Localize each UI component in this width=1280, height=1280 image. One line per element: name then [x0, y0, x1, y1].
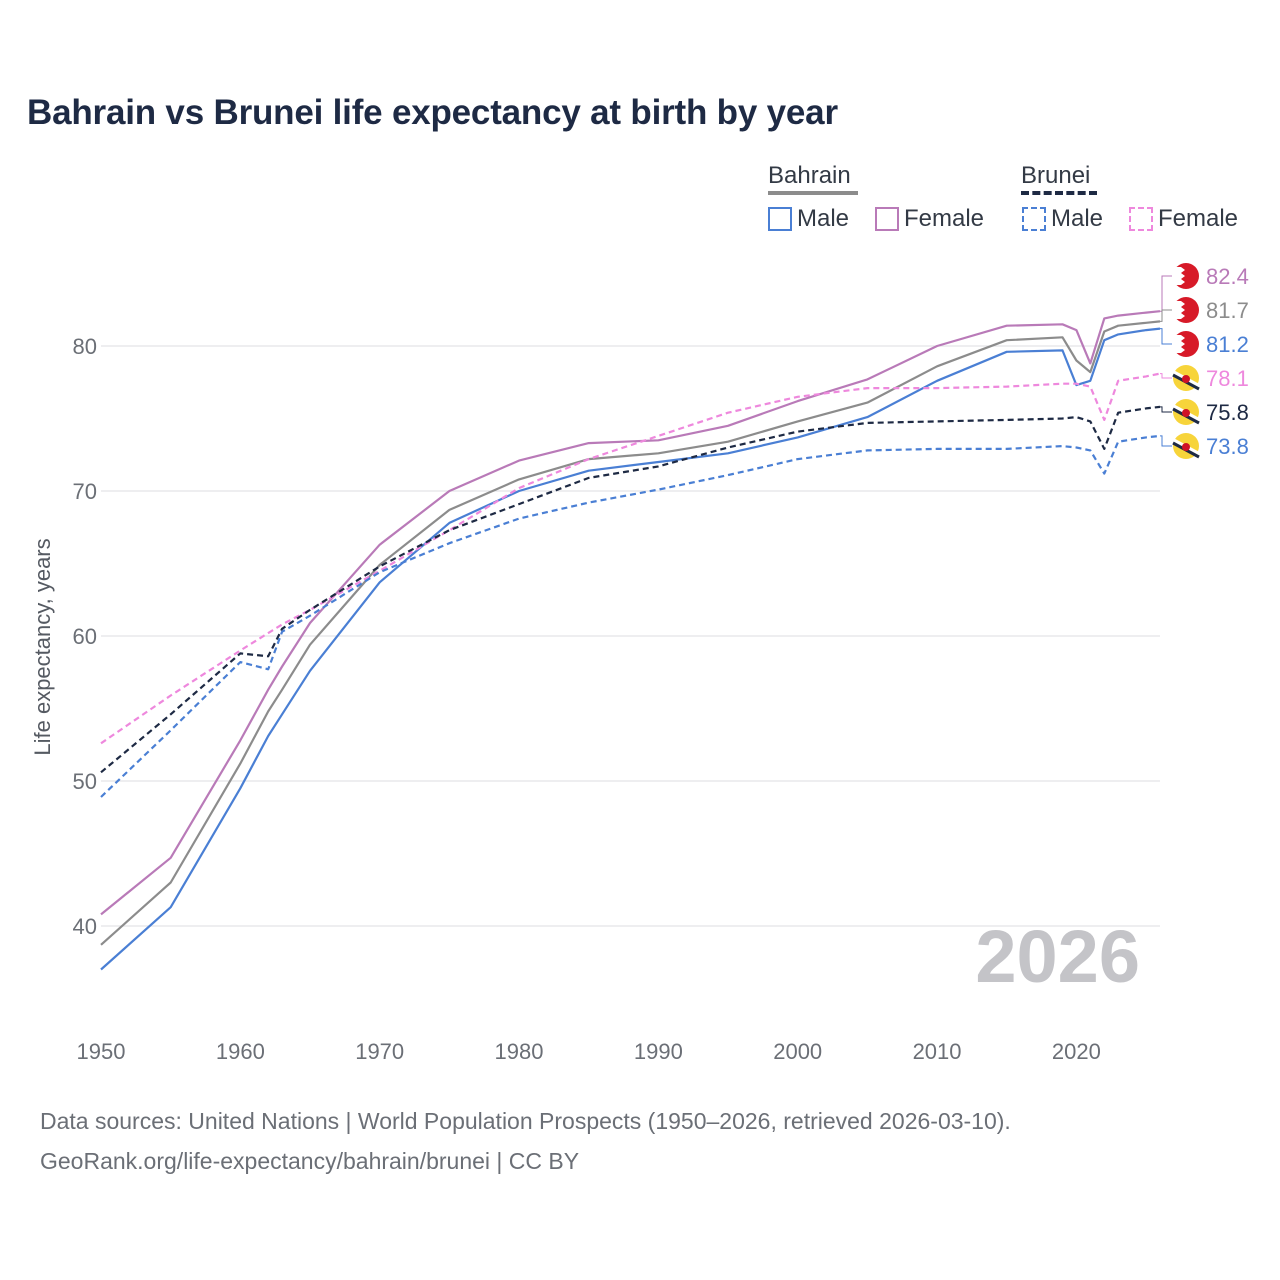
grid-lines: [101, 345, 1160, 927]
end-label-connector: [1160, 435, 1172, 447]
x-tick-label: 1960: [216, 1039, 265, 1064]
bahrain-flag-icon: [1173, 297, 1199, 323]
y-axis-ticks: 40 50 60 70 80: [73, 334, 97, 939]
legend-dashed-line: [1021, 191, 1097, 195]
series-line-brunei-female: [100, 372, 1161, 745]
series-line-brunei-total: [100, 405, 1161, 774]
legend-item-label: Male: [1051, 205, 1104, 232]
legend-item-label: Female: [904, 205, 985, 232]
series-line-brunei-male: [100, 434, 1161, 798]
legend-solid-line: [768, 191, 858, 195]
footer-credit: GeoRank.org/life-expectancy/bahrain/brun…: [40, 1148, 580, 1174]
y-axis-label: Life expectancy, years: [30, 538, 55, 755]
end-label-connector: [1160, 328, 1172, 345]
x-tick-label: 1970: [355, 1039, 404, 1064]
x-tick-label: 1980: [495, 1039, 544, 1064]
series-line-bahrain-female: [100, 310, 1161, 916]
legend-item-bahrain-female: Female: [875, 205, 984, 233]
series-line-bahrain-male: [100, 327, 1161, 971]
y-tick-label: 70: [73, 479, 97, 504]
legend-item-label: Female: [1158, 205, 1239, 232]
legend-group-label: Brunei: [1021, 162, 1091, 189]
series-line-bahrain-total: [100, 320, 1161, 946]
end-value-label: 81.7: [1206, 298, 1249, 323]
end-value-label: 82.4: [1206, 264, 1249, 289]
y-tick-label: 60: [73, 624, 97, 649]
legend-swatch: [768, 207, 792, 231]
series-lines: [100, 310, 1161, 971]
end-label-connector: [1160, 309, 1172, 322]
legend-item-bahrain-male: Male: [768, 205, 849, 233]
legend-swatch: [1129, 207, 1153, 231]
x-tick-label: 2000: [773, 1039, 822, 1064]
footer-sources: Data sources: United Nations | World Pop…: [40, 1108, 1011, 1134]
end-label-connector: [1160, 406, 1172, 413]
legend-group-bahrain: Bahrain: [768, 162, 858, 195]
bahrain-flag-icon: [1173, 331, 1199, 357]
y-tick-label: 40: [73, 914, 97, 939]
end-label-connector: [1160, 373, 1172, 379]
end-value-label: 73.8: [1206, 434, 1249, 459]
x-tick-label: 1950: [77, 1039, 126, 1064]
x-tick-label: 1990: [634, 1039, 683, 1064]
line-chart: 40 50 60 70 80 1950 1960 1970 1980 1990 2000 2010 2…: [30, 263, 1249, 1064]
legend-swatch: [1022, 207, 1046, 231]
brunei-flag-icon: [1172, 399, 1200, 425]
legend-group-brunei: Brunei: [1021, 162, 1097, 195]
x-axis-ticks: 1950 1960 1970 1980 1990 2000 2010 2020: [77, 1039, 1101, 1064]
year-watermark: 2026: [975, 915, 1140, 998]
legend-item-label: Male: [797, 205, 850, 232]
end-value-label: 78.1: [1206, 366, 1249, 391]
y-tick-label: 80: [73, 334, 97, 359]
end-value-label: 75.8: [1206, 400, 1249, 425]
bahrain-flag-icon: [1173, 263, 1199, 289]
legend-item-brunei-male: Male: [1022, 205, 1103, 233]
x-tick-label: 2020: [1052, 1039, 1101, 1064]
legend-group-label: Bahrain: [768, 162, 851, 189]
chart-title: Bahrain vs Brunei life expectancy at bir…: [27, 93, 838, 132]
legend-swatch: [875, 207, 899, 231]
end-label-connector: [1160, 275, 1172, 312]
y-tick-label: 50: [73, 769, 97, 794]
end-labels: 82.4 81.7 81.2 78.1 75.8 73.8: [1160, 263, 1249, 459]
legend-item-brunei-female: Female: [1129, 205, 1238, 233]
brunei-flag-icon: [1172, 433, 1200, 459]
x-tick-label: 2010: [913, 1039, 962, 1064]
brunei-flag-icon: [1172, 365, 1200, 391]
end-value-label: 81.2: [1206, 332, 1249, 357]
